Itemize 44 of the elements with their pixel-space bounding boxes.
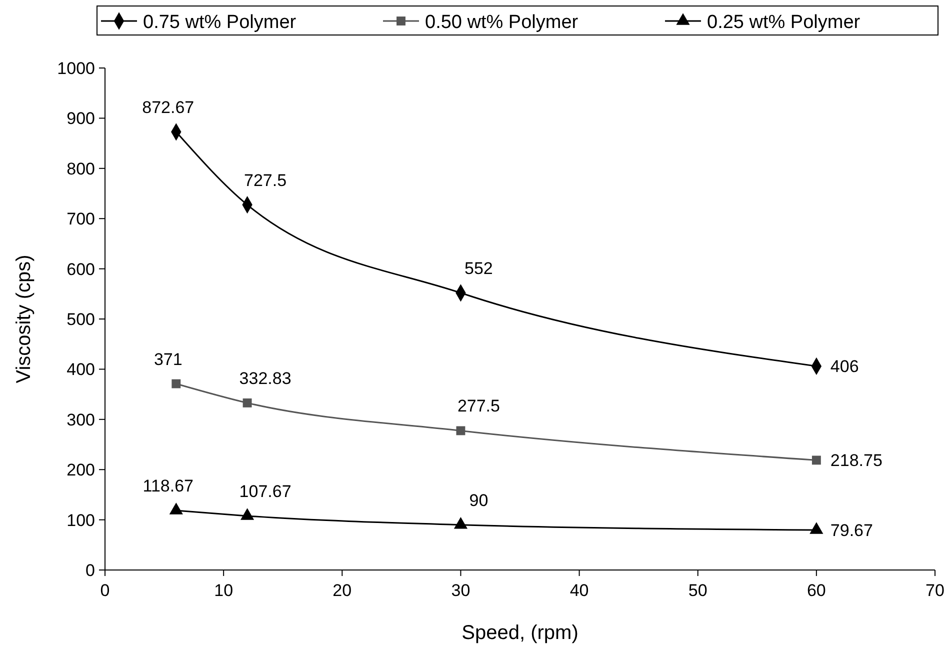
point (810, 522, 824, 534)
y-tick-label: 400 (66, 360, 95, 380)
data-label: 406 (830, 357, 859, 376)
y-tick-label: 700 (66, 210, 95, 229)
data-label: 107.67 (239, 482, 292, 501)
data-label: 218.75 (830, 451, 882, 470)
x-tick-label: 0 (100, 581, 110, 600)
y-tick-label: 900 (66, 109, 95, 128)
point (456, 426, 466, 436)
point (172, 379, 181, 388)
y-tick-label: 300 (66, 410, 95, 430)
y-tick-label: 800 (66, 159, 95, 178)
data-label: 727.5 (244, 170, 287, 190)
data-label: 552 (464, 258, 493, 278)
y-tick-label: 0 (86, 561, 95, 580)
legend-label: 0.25 wt% Polymer (707, 12, 861, 33)
y-tick-label: 100 (66, 510, 95, 530)
data-label: 118.67 (142, 476, 194, 496)
x-tick-label: 70 (926, 581, 944, 600)
point (454, 516, 468, 529)
legend-label: 0.50 wt% Polymer (425, 12, 579, 33)
x-tick-label: 20 (332, 581, 352, 600)
x-tick-label: 40 (570, 581, 589, 600)
point (242, 398, 252, 408)
x-tick-label: 50 (688, 581, 708, 600)
data-label: 332.83 (239, 368, 292, 388)
legend-label: 0.75 wt% Polymer (143, 12, 297, 33)
y-tick-label: 200 (66, 460, 95, 480)
y-tick-label: 500 (66, 310, 95, 329)
data-label: 277.5 (457, 396, 500, 416)
x-tick-label: 10 (214, 581, 234, 600)
y-tick-label: 1000 (57, 59, 95, 78)
y-axis-title: Viscosity (cps) (13, 254, 35, 384)
data-label: 371 (154, 350, 182, 369)
point (812, 456, 821, 465)
point (240, 508, 254, 520)
data-label: 79.67 (830, 521, 873, 540)
y-tick-label: 600 (66, 260, 95, 279)
data-label: 872.67 (142, 98, 194, 117)
data-label: 90 (469, 490, 488, 510)
point (169, 502, 183, 514)
x-tick-label: 60 (806, 581, 826, 600)
x-axis-title: Speed, (rpm) (462, 622, 578, 644)
x-tick-label: 30 (451, 581, 470, 600)
